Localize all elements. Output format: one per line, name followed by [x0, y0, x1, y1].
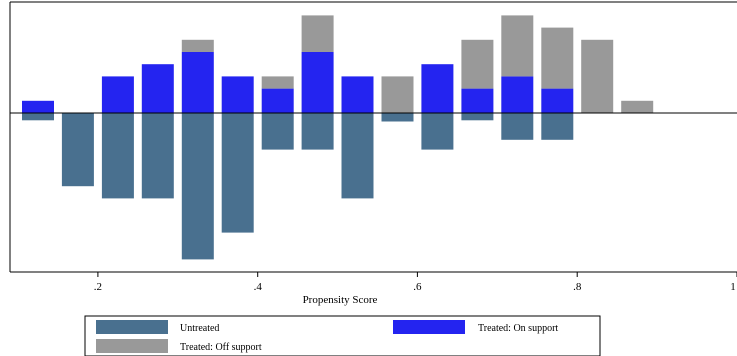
bar-treated-on-support-5: [261, 88, 294, 113]
bar-untreated-13: [541, 113, 574, 140]
x-tick-label-4: 1: [730, 281, 736, 293]
bar-untreated-7: [301, 113, 334, 150]
bar-treated-off-support-1: [261, 76, 294, 89]
legend-box: [84, 315, 601, 356]
bar-untreated-1: [61, 113, 94, 187]
bar-treated-on-support-2: [141, 64, 174, 113]
legend-swatch-treated-on-support: [393, 320, 465, 334]
bar-treated-on-support-7: [341, 76, 374, 113]
x-tick-label-1: .4: [254, 281, 263, 293]
bar-treated-on-support-11: [541, 88, 574, 113]
bar-treated-on-support-1: [101, 76, 134, 113]
bar-treated-off-support-2: [301, 15, 334, 52]
legend-label-treated-on-support: Treated: On support: [478, 323, 558, 334]
bar-treated-off-support-7: [581, 39, 614, 113]
bar-treated-on-support-3: [181, 52, 214, 113]
bar-treated-off-support-8: [621, 100, 654, 113]
bar-treated-on-support-8: [421, 64, 454, 113]
legend: Untreated Treated: On support Treated: O…: [84, 315, 601, 356]
bar-treated-off-support-5: [501, 15, 534, 77]
x-tick-label-0: .2: [94, 281, 102, 293]
bar-untreated-4: [181, 113, 214, 260]
bar-treated-on-support-6: [301, 52, 334, 113]
bar-untreated-11: [461, 113, 494, 121]
bar-untreated-3: [141, 113, 174, 199]
bar-untreated-6: [261, 113, 294, 150]
bar-treated-off-support-3: [381, 76, 414, 113]
x-tick-label-3: .8: [573, 281, 582, 293]
x-tick-label-2: .6: [413, 281, 422, 293]
bar-treated-on-support-4: [221, 76, 254, 113]
bar-untreated-9: [381, 113, 414, 122]
bar-treated-on-support-0: [22, 100, 54, 113]
x-axis-ticks: .2 .4 .6 .8 1: [94, 272, 737, 293]
bar-untreated-2: [101, 113, 134, 199]
legend-label-treated-off-support: Treated: Off support: [180, 342, 262, 353]
bar-treated-on-support-9: [461, 88, 494, 113]
bar-treated-on-support-10: [501, 76, 534, 113]
bar-treated-off-support-4: [461, 39, 494, 89]
bar-untreated-10: [421, 113, 454, 150]
legend-label-untreated: Untreated: [180, 323, 219, 334]
bar-untreated-8: [341, 113, 374, 199]
x-axis-title: Propensity Score: [303, 294, 378, 306]
bar-treated-off-support-6: [541, 27, 574, 89]
bar-untreated-12: [501, 113, 534, 140]
legend-swatch-untreated: [96, 320, 168, 334]
bar-untreated-5: [221, 113, 254, 233]
bar-untreated-0: [22, 113, 54, 121]
bar-treated-off-support-0: [181, 39, 214, 52]
legend-swatch-treated-off-support: [96, 339, 168, 353]
bars-layer: [22, 15, 654, 260]
